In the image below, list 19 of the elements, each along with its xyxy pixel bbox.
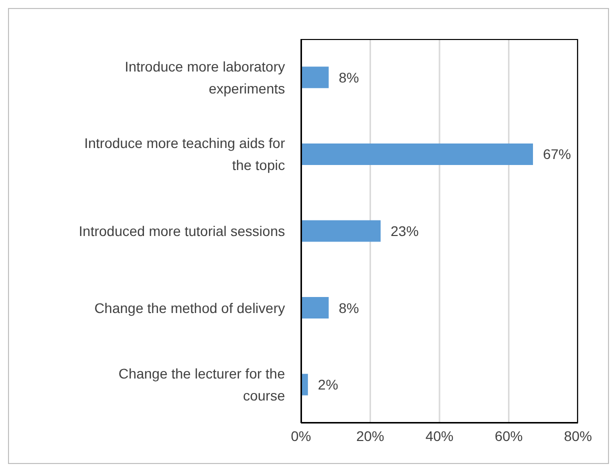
y-tick-label: Change the lecturer for the course <box>118 366 286 404</box>
bar <box>301 297 329 319</box>
y-tick-label: Introduce more laboratory experiments <box>124 58 285 96</box>
bar <box>301 66 329 88</box>
bar <box>301 143 533 165</box>
y-tick-label: Introduced more tutorial sessions <box>78 223 285 239</box>
data-label: 23% <box>390 222 419 239</box>
data-label: 2% <box>318 376 338 393</box>
y-tick-label: Introduce more teaching aids for the topic <box>84 135 286 174</box>
x-tick-label: 80% <box>564 428 592 444</box>
data-label: 8% <box>338 300 359 316</box>
x-tick-label: 40% <box>425 428 454 444</box>
y-tick-label: Change the method of delivery <box>94 300 285 316</box>
x-tick-label: 60% <box>494 428 523 444</box>
x-tick-label: 20% <box>356 428 384 444</box>
data-label: 8% <box>338 69 359 86</box>
bar <box>301 220 381 242</box>
x-tick-label: 0% <box>290 428 312 444</box>
data-label: 67% <box>542 146 572 162</box>
